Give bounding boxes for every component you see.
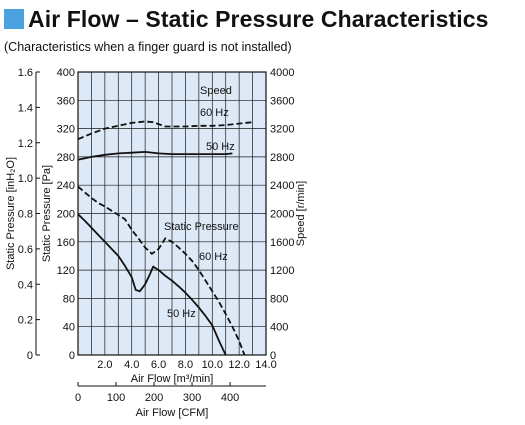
inh2o-tick-label: 0.8 [18,209,33,221]
pa-tick-label: 240 [57,180,75,192]
plot-frame [77,71,267,356]
speed-tick-label: 2800 [270,152,294,164]
inh2o-tick-label: 1.6 [18,67,33,79]
pa-tick-label: 280 [57,152,75,164]
inh2o-tick-label: 0.2 [18,315,33,327]
speed-tick-label: 1200 [270,265,294,277]
cfm-tick-label: 400 [221,392,239,404]
annotation-speed-50hz: 50 Hz [206,141,235,153]
inh2o-tick-label: 1.2 [18,138,33,150]
annotation-static-pressure: Static Pressure [164,221,239,233]
airflow-m3-tick-label: 4.0 [124,359,139,371]
speed-tick-label: 4000 [270,67,294,79]
speed-tick-label: 800 [270,293,288,305]
speed-tick-label: 3600 [270,95,294,107]
airflow-m3-tick-label: 10.0 [202,359,223,371]
title-row: Air Flow – Static Pressure Characteristi… [4,4,489,34]
speed-tick-label: 2400 [270,180,294,192]
pa-tick-label: 320 [57,124,75,136]
cfm-tick-label: 100 [107,392,125,404]
pa-tick-label: 160 [57,237,75,249]
airflow-m3-axis-label: Air Flow [m³/min] [131,373,214,385]
inh2o-tick-label: 0.4 [18,279,33,291]
page-subtitle: (Characteristics when a finger guard is … [4,40,292,54]
inh2o-tick-label: 0 [27,350,33,362]
airflow-m3-tick-label: 2.0 [97,359,112,371]
axes-layer: 0 0.2 0.4 0.6 0.8 1.0 1.2 1.4 1.6 Static Pressure… [5,67,307,419]
speed-tick-label: 400 [270,322,288,334]
inh2o-tick-label: 1.4 [18,102,33,114]
pa-tick-label: 0 [69,350,75,362]
pa-tick-label: 360 [57,95,75,107]
series-layer [77,120,253,356]
annotation-speed: Speed [200,85,232,97]
grid-layer [77,71,267,356]
label-layer: Speed 60 Hz 50 Hz Static Pressure 60 Hz 50 Hz [164,85,239,320]
pa-tick-label: 80 [63,293,75,305]
airflow-m3-tick-label: 6.0 [151,359,166,371]
speed-tick-label: 0 [270,350,276,362]
cfm-axis-label: Air Flow [CFM] [136,407,209,419]
cfm-tick-label: 300 [183,392,201,404]
annotation-pressure-50hz: 50 Hz [167,308,196,320]
cfm-tick-label: 0 [75,392,81,404]
inh2o-tick-label: 1.0 [18,173,33,185]
pa-tick-label: 120 [57,265,75,277]
airflow-m3-tick-label: 12.0 [228,359,249,371]
cfm-tick-label: 200 [145,392,163,404]
pa-axis-label: Static Pressure [Pa] [41,165,53,262]
annotation-speed-60hz: 60 Hz [200,107,229,119]
pa-tick-label: 40 [63,322,75,334]
speed-tick-label: 3200 [270,124,294,136]
airflow-m3-tick-label: 8.0 [178,359,193,371]
speed-tick-label: 2000 [270,209,294,221]
inh2o-tick-label: 0.6 [18,244,33,256]
title-marker [4,9,24,29]
pa-tick-label: 400 [57,67,75,79]
page-title: Air Flow – Static Pressure Characteristi… [28,5,489,32]
speed-axis-label: Speed [r/min] [295,181,307,246]
series-line-speed-60-hz [77,120,253,141]
speed-tick-label: 1600 [270,237,294,249]
series-line-speed-50-hz [77,151,233,161]
pa-tick-label: 200 [57,209,75,221]
series-line-static-pressure-50-hz [77,213,227,356]
inh2o-axis-label: Static Pressure [inH₂O] [5,157,17,270]
annotation-pressure-60hz: 60 Hz [199,251,228,263]
airflow-m3-tick-label: 14.0 [255,359,276,371]
